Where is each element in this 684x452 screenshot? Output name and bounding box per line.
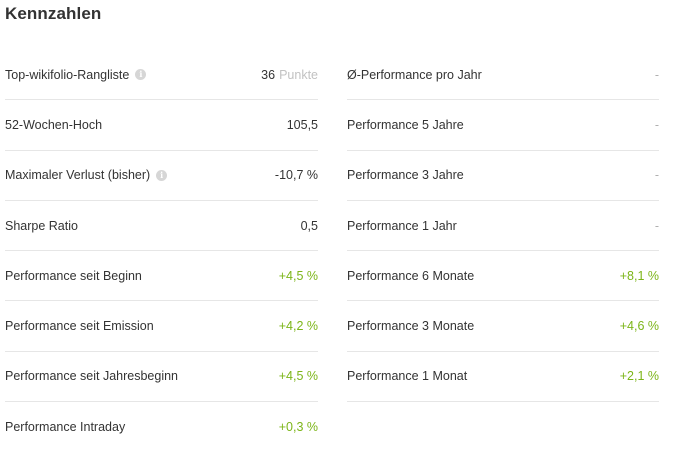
- metric-label: Performance 5 Jahre: [347, 117, 464, 132]
- metric-value: +4,5 %: [278, 369, 318, 384]
- metric-value: -: [654, 67, 659, 82]
- metric-value: +2,1 %: [619, 369, 659, 384]
- metric-label: Top-wikifolio-Rangliste: [5, 67, 130, 82]
- metric-row-sharpe-ratio: Sharpe Ratio 0,5: [5, 201, 318, 252]
- metric-value: -10,7 %: [274, 168, 318, 183]
- metric-label: Maximaler Verlust (bisher): [5, 168, 151, 183]
- metric-value: -: [654, 218, 659, 233]
- metric-row-performance-1-jahr: Performance 1 Jahr -: [347, 201, 659, 252]
- metric-label: Performance seit Beginn: [5, 268, 142, 283]
- metric-label: Performance 3 Monate: [347, 319, 475, 334]
- metric-value: 105,5: [286, 117, 318, 132]
- metric-row-performance-3-monate: Performance 3 Monate +4,6 %: [347, 301, 659, 352]
- metric-label: Ø-Performance pro Jahr: [347, 67, 482, 82]
- metric-value: 0,5: [300, 218, 318, 233]
- metric-label: Performance 6 Monate: [347, 268, 475, 283]
- metric-label: Performance 1 Jahr: [347, 218, 457, 233]
- metric-unit: Punkte: [279, 67, 318, 82]
- metric-label: Performance 3 Jahre: [347, 168, 464, 183]
- metric-value: +4,2 %: [278, 319, 318, 334]
- metric-value: +8,1 %: [619, 268, 659, 283]
- metric-row-performance-seit-emission: Performance seit Emission +4,2 %: [5, 301, 318, 352]
- metric-row-performance-pro-jahr: Ø-Performance pro Jahr -: [347, 50, 659, 101]
- metric-value: 36: [261, 67, 276, 82]
- info-icon[interactable]: i: [135, 69, 147, 81]
- metric-value: +4,6 %: [619, 319, 659, 334]
- metric-label: 52-Wochen-Hoch: [5, 117, 103, 132]
- metric-label: Performance Intraday: [5, 420, 126, 435]
- metric-row-maximaler-verlust: Maximaler Verlust (bisher) i -10,7 %: [5, 151, 318, 201]
- section-title: Kennzahlen: [5, 4, 102, 23]
- metric-label: Sharpe Ratio: [5, 218, 78, 233]
- metric-row-performance-seit-beginn: Performance seit Beginn +4,5 %: [5, 251, 318, 302]
- metric-row-performance-seit-jahresbeginn: Performance seit Jahresbeginn +4,5 %: [5, 352, 318, 403]
- metric-value: -: [654, 168, 659, 183]
- metric-value: +4,5 %: [278, 268, 318, 283]
- metric-row-52-wochen-hoch: 52-Wochen-Hoch 105,5: [5, 100, 318, 151]
- info-icon[interactable]: i: [156, 169, 168, 181]
- metric-row-rangliste: Top-wikifolio-Rangliste i 36 Punkte: [5, 50, 318, 101]
- metric-label: Performance seit Emission: [5, 319, 154, 334]
- metric-label: Performance 1 Monat: [347, 369, 468, 384]
- metric-value: +0,3 %: [278, 420, 318, 435]
- metric-row-performance-1-monat: Performance 1 Monat +2,1 %: [347, 352, 659, 403]
- metric-row-performance-5-jahre: Performance 5 Jahre -: [347, 100, 659, 151]
- kennzahlen-left-column: Top-wikifolio-Rangliste i 36 Punkte 52-Wo…: [5, 50, 318, 452]
- metric-row-performance-3-jahre: Performance 3 Jahre -: [347, 151, 659, 201]
- metric-label: Performance seit Jahresbeginn: [5, 369, 179, 384]
- metric-value: -: [654, 117, 659, 132]
- kennzahlen-right-column: Ø-Performance pro Jahr - Performance 5 J…: [347, 50, 659, 403]
- metric-row-performance-6-monate: Performance 6 Monate +8,1 %: [347, 251, 659, 302]
- metric-row-performance-intraday: Performance Intraday +0,3 %: [5, 402, 318, 452]
